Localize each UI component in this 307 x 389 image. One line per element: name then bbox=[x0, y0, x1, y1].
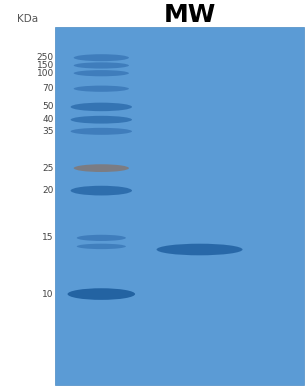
Text: 15: 15 bbox=[42, 233, 54, 242]
Text: MW: MW bbox=[164, 3, 216, 27]
Ellipse shape bbox=[71, 103, 132, 111]
Ellipse shape bbox=[77, 235, 126, 241]
Ellipse shape bbox=[74, 86, 129, 92]
Text: 150: 150 bbox=[37, 61, 54, 70]
Ellipse shape bbox=[71, 128, 132, 135]
Text: 70: 70 bbox=[42, 84, 54, 93]
Ellipse shape bbox=[68, 288, 135, 300]
Text: 20: 20 bbox=[42, 186, 54, 195]
Text: 35: 35 bbox=[42, 127, 54, 136]
FancyBboxPatch shape bbox=[55, 27, 304, 385]
Ellipse shape bbox=[74, 164, 129, 172]
Ellipse shape bbox=[77, 244, 126, 249]
Ellipse shape bbox=[74, 62, 129, 68]
Ellipse shape bbox=[71, 186, 132, 195]
Text: KDa: KDa bbox=[17, 14, 38, 24]
Text: 250: 250 bbox=[37, 53, 54, 62]
Ellipse shape bbox=[74, 54, 129, 61]
Text: 25: 25 bbox=[42, 164, 54, 173]
Text: 50: 50 bbox=[42, 102, 54, 111]
Ellipse shape bbox=[74, 70, 129, 76]
Ellipse shape bbox=[157, 244, 243, 255]
Ellipse shape bbox=[71, 116, 132, 124]
Text: 40: 40 bbox=[42, 115, 54, 124]
Text: 100: 100 bbox=[37, 69, 54, 78]
Text: 10: 10 bbox=[42, 289, 54, 299]
